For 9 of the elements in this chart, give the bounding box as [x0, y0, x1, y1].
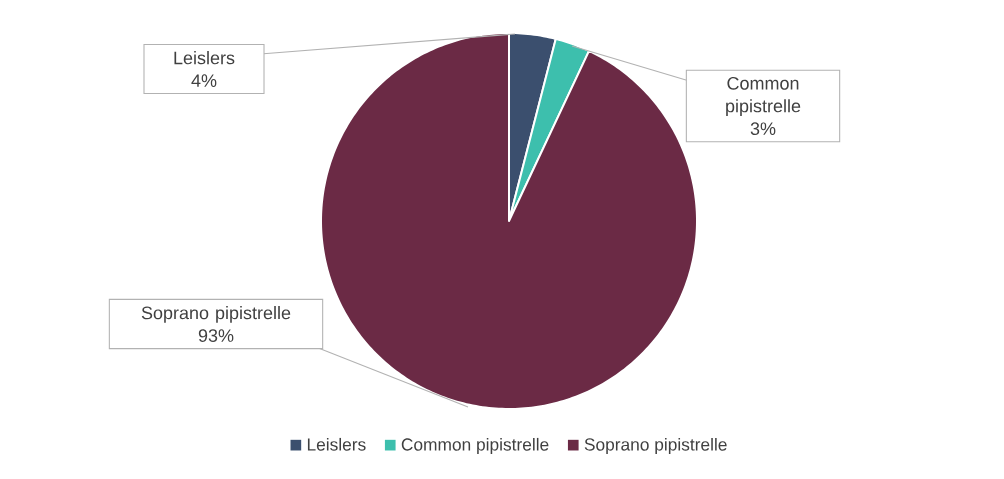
data-label: 3%: [750, 122, 776, 136]
legend-label: Leislers: [307, 437, 366, 451]
slice-label: Common pipistrelle: [726, 76, 801, 116]
legend-label: Common pipistrelle: [401, 437, 549, 455]
data-label: 93%: [198, 329, 234, 342]
legend-label: Soprano pipistrelle: [584, 437, 727, 455]
slice-label: Leislers: [174, 51, 235, 65]
data-label: 4%: [191, 74, 217, 87]
slice-label: Soprano pipistrelle: [141, 306, 291, 323]
